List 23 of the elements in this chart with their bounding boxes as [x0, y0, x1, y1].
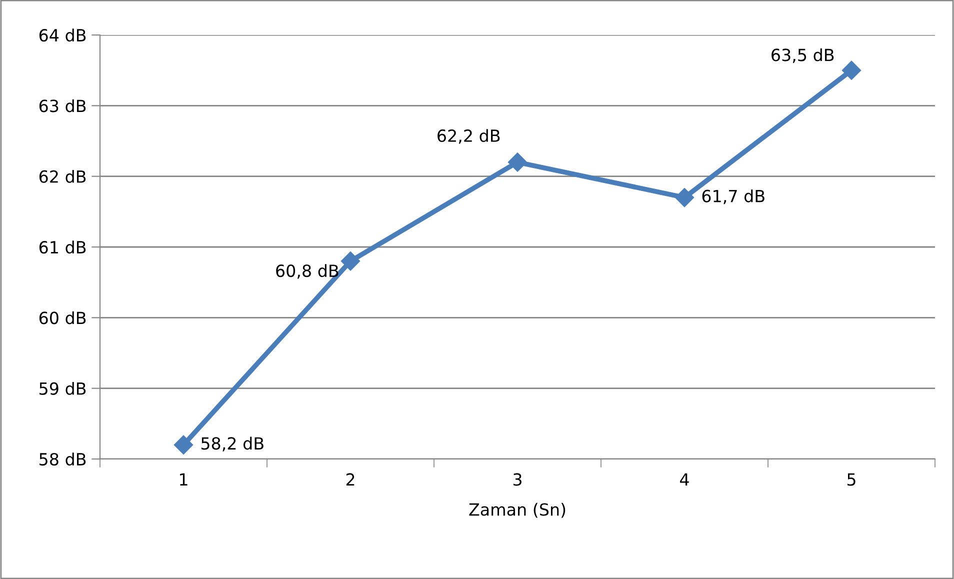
- y-tick-label: 58 dB: [40, 452, 86, 466]
- y-tick-label: 59 dB: [40, 382, 86, 395]
- point: [674, 188, 694, 208]
- x-axis-title: Zaman (Sn): [469, 502, 566, 518]
- data-label: 63,5 dB: [772, 48, 834, 63]
- x-tick-label: 1: [180, 473, 188, 486]
- y-tick-label: 61 dB: [39, 240, 86, 254]
- point: [508, 152, 528, 172]
- x-tick-label: 5: [847, 473, 856, 486]
- data-label: 62,2 dB: [438, 129, 500, 144]
- y-tick-label: 64 dB: [39, 28, 86, 42]
- x-tick-label: 3: [513, 473, 522, 486]
- x-tick-label: 4: [680, 473, 689, 486]
- x-tick-label: 2: [346, 473, 354, 486]
- point: [842, 60, 862, 80]
- data-label: 60,8 dB: [276, 264, 338, 279]
- y-tick-label: 60 dB: [39, 311, 86, 324]
- point: [340, 252, 360, 271]
- y-tick-label: 63 dB: [39, 99, 86, 112]
- y-tick-label: 62 dB: [39, 170, 86, 183]
- point: [174, 435, 194, 454]
- data-label: 58,2 dB: [201, 436, 264, 452]
- data-label: 61,7 dB: [702, 189, 764, 204]
